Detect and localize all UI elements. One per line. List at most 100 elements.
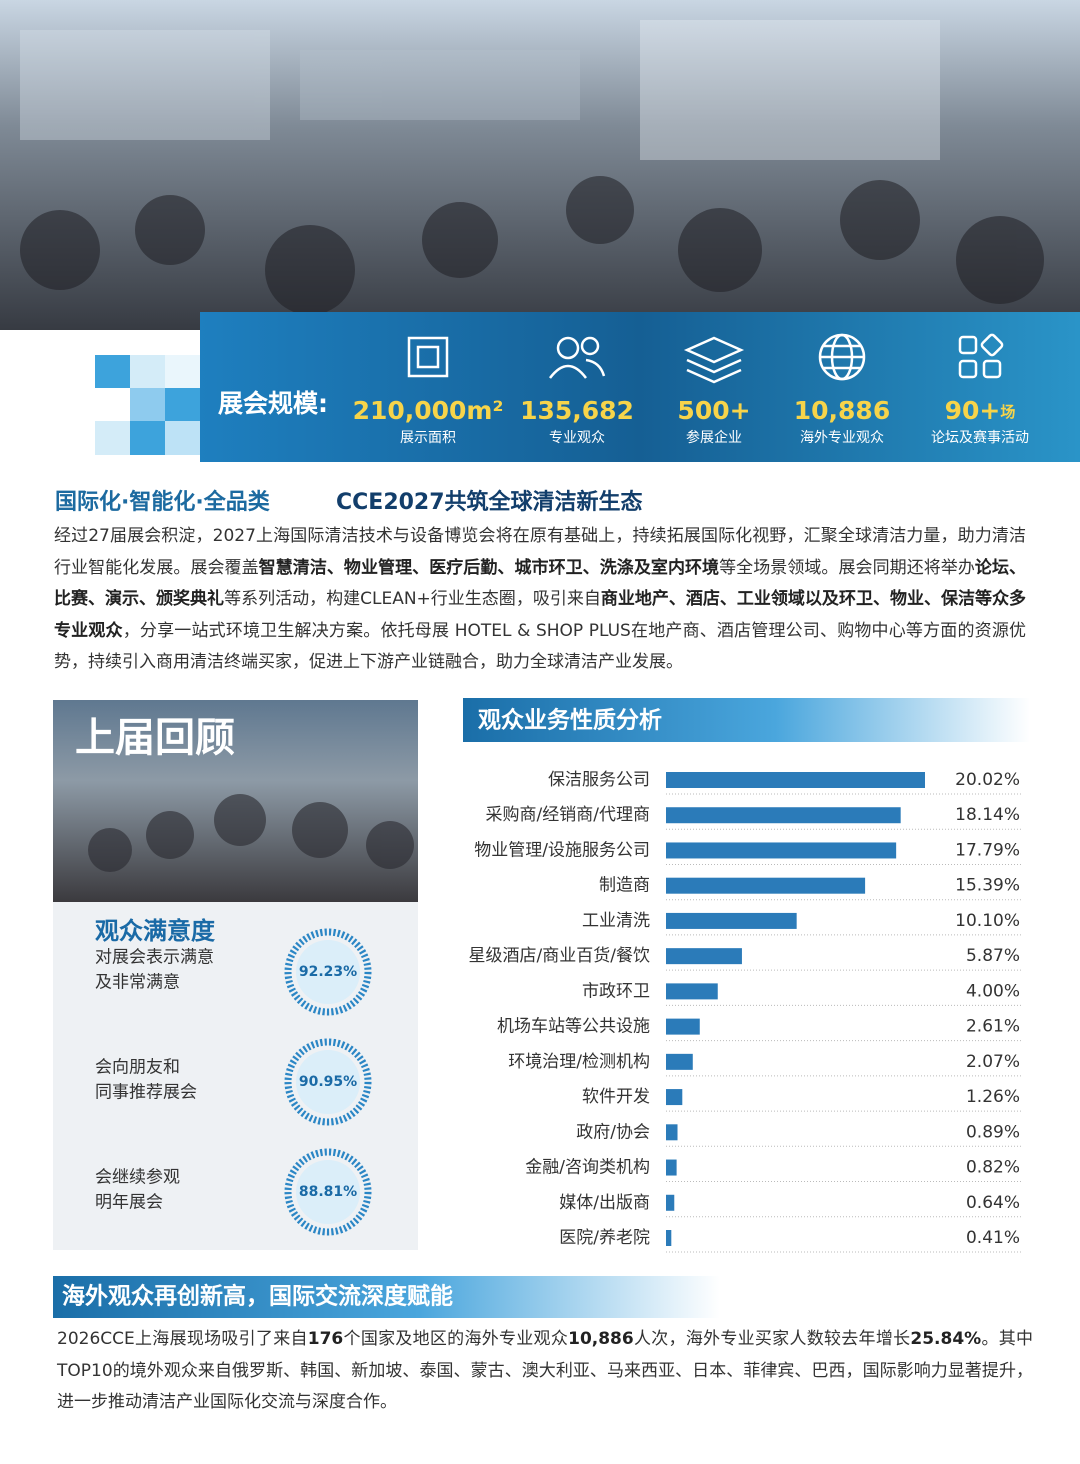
value-label: 1.26% [966, 1087, 1020, 1107]
gauge-fill [296, 1160, 360, 1224]
stat-value: 10,886 [794, 396, 890, 425]
value-label: 15.39% [955, 876, 1020, 896]
category-label: 市政环卫 [582, 981, 650, 1001]
value-label: 5.87% [966, 946, 1020, 966]
intro-heading: 国际化·智能化·全品类 [55, 489, 271, 515]
stat-number: 500+ [677, 396, 750, 425]
review-title: 上届回顾 [75, 715, 235, 761]
checker [95, 355, 200, 455]
value-label: 17.79% [955, 840, 1020, 860]
bold-text: 10,886 [568, 1329, 634, 1349]
audience [88, 794, 414, 872]
bold-text: 智慧清洁、物业管理、医疗后勤、城市环卫、洗涤及室内环境 [258, 557, 720, 578]
stat-value: 135,682 [520, 396, 634, 425]
value-label: 20.02% [955, 770, 1020, 790]
stats-band [200, 312, 1080, 462]
gauge-percent: 88.81% [299, 1184, 357, 1200]
stat-value: 500+ [677, 396, 750, 425]
bar [666, 877, 866, 894]
bar [666, 807, 901, 824]
category-label: 软件开发 [582, 1087, 650, 1107]
satisfaction-label: 及非常满意 [95, 973, 180, 993]
overseas-paragraph: 2026CCE上海展现场吸引了来自176个国家及地区的海外专业观众10,886人… [57, 1324, 1033, 1419]
stat-suffix: 场 [1000, 403, 1015, 421]
value-label: 4.00% [966, 981, 1020, 1001]
text: 2026CCE上海展现场吸引了来自 [57, 1329, 308, 1349]
bar [666, 1194, 675, 1211]
bar [666, 948, 742, 965]
bar [666, 1124, 678, 1141]
value-label: 0.89% [966, 1122, 1020, 1142]
chart-header [463, 698, 1030, 742]
bold-text: 176 [307, 1329, 344, 1349]
bar [666, 1230, 672, 1246]
bar [666, 1089, 683, 1106]
bar [666, 983, 718, 1000]
stat-icons [407, 333, 1004, 384]
value-label: 2.07% [966, 1052, 1020, 1072]
text: 经过27届展会积淀，2027上海国际清洁技术与设备博览会将在原有基础上，持续拓展… [54, 526, 1026, 578]
text: 个国家及地区的海外专业观众 [343, 1329, 569, 1349]
stat-caption: 专业观众 [549, 430, 605, 446]
gauge-fill [296, 1050, 360, 1114]
satisfaction-title: 观众满意度 [95, 917, 216, 945]
category-label: 政府/协会 [576, 1122, 650, 1142]
gauge-ring [284, 928, 372, 1016]
stat-caption: 论坛及赛事活动 [931, 430, 1029, 446]
text: 等系列活动，构建CLEAN+行业生态圈，吸引来自 [224, 589, 601, 610]
overseas-heading: 海外观众再创新高，国际交流深度赋能 [62, 1283, 453, 1310]
bold-text: 商业地产、酒店、工业领域以及环卫、物业、保洁等众多专业观众 [54, 589, 1026, 641]
hero-detail [20, 20, 940, 160]
bold-text: 论坛、比赛、演示、颁奖典礼 [54, 557, 1027, 610]
stat-caption: 展示面积 [400, 430, 456, 446]
category-label: 环境治理/检测机构 [508, 1052, 650, 1072]
bar [666, 1053, 693, 1070]
gauge-percent: 90.95% [299, 1074, 357, 1090]
bar [666, 1159, 677, 1176]
stat-number: 10,886 [794, 396, 890, 425]
bar [666, 912, 797, 929]
value-label: 18.14% [955, 805, 1020, 825]
category-label: 工业清洗 [582, 911, 650, 931]
gauge-fill [296, 940, 360, 1004]
chart-title: 观众业务性质分析 [478, 708, 662, 734]
text: 。其中TOP10的境外观众来自俄罗斯、韩国、新加坡、泰国、蒙古、澳大利亚、马来西… [57, 1329, 1034, 1413]
stat-caption: 参展企业 [686, 429, 742, 446]
stat-value: 90+场 [945, 396, 1016, 425]
bar [666, 772, 925, 788]
satisfaction-label: 对展会表示满意 [95, 948, 214, 968]
stats-label: 展会规模: [218, 389, 328, 418]
category-label: 机场车站等公共设施 [497, 1017, 650, 1037]
value-label: 0.64% [966, 1193, 1020, 1213]
category-label: 金融/咨询类机构 [525, 1158, 650, 1178]
stat-caption: 海外专业观众 [800, 430, 884, 446]
text: 人次，海外专业买家人数较去年增长 [633, 1329, 911, 1349]
category-label: 星级酒店/商业百货/餐饮 [469, 946, 650, 966]
overseas-header [53, 1276, 720, 1318]
category-label: 媒体/出版商 [559, 1193, 650, 1213]
bar [666, 842, 897, 859]
satisfaction-label: 会向朋友和 [95, 1058, 180, 1078]
crowd [20, 176, 1044, 315]
category-label: 采购商/经销商/代理商 [486, 805, 650, 825]
category-label: 医院/养老院 [559, 1228, 650, 1248]
category-label: 物业管理/设施服务公司 [474, 840, 650, 860]
category-label: 保洁服务公司 [548, 770, 650, 790]
satisfaction-label: 会继续参观 [95, 1168, 180, 1188]
gauge-ring [284, 1148, 372, 1236]
stat-number: 90+ [945, 396, 1001, 425]
text: 等全场景领域。展会同期还将举办 [719, 557, 975, 578]
text: ，分享一站式环境卫生解决方案。依托母展 HOTEL & SHOP PLUS在地产… [54, 620, 1027, 673]
hero-photo [0, 0, 1080, 360]
value-label: 10.10% [955, 911, 1020, 931]
stat-number: 135,682 [520, 396, 634, 425]
gauge-ring [284, 1038, 372, 1126]
value-label: 2.61% [966, 1017, 1020, 1037]
value-label: 0.41% [966, 1228, 1020, 1248]
intro-subheading: CCE2027共筑全球清洁新生态 [336, 489, 643, 515]
stat-value: 210,000m² [353, 396, 504, 425]
satisfaction-label: 明年展会 [95, 1193, 163, 1213]
value-label: 0.82% [966, 1158, 1020, 1178]
intro-paragraph: 经过27届展会积淀，2027上海国际清洁技术与设备博览会将在原有基础上，持续拓展… [54, 521, 1026, 679]
